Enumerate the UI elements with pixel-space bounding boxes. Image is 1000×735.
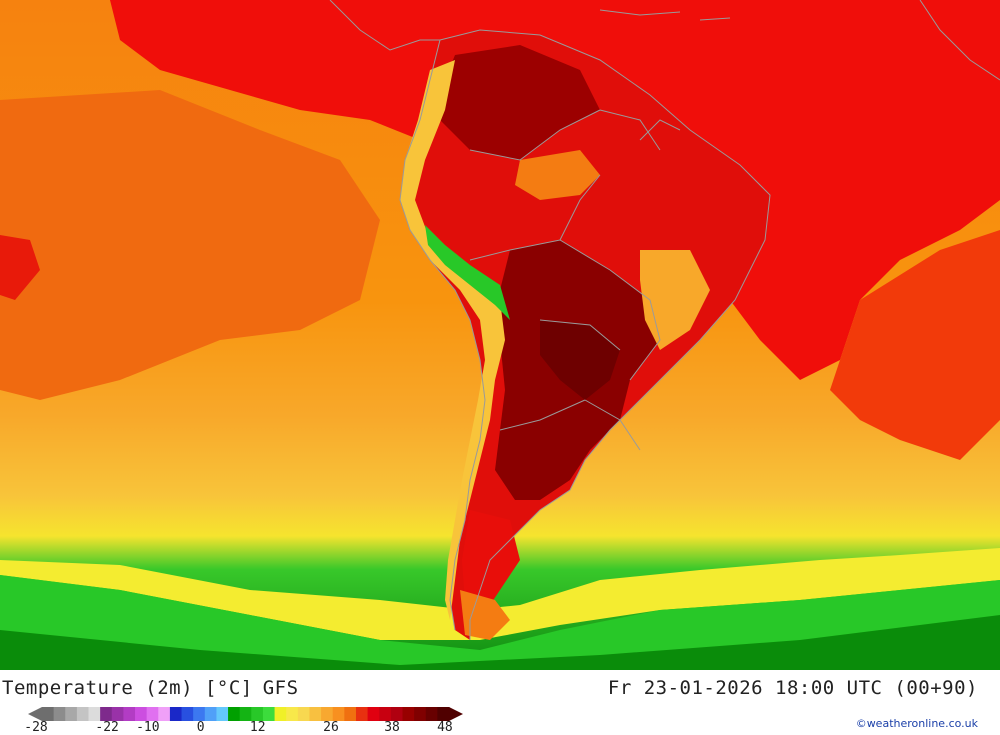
colorbar-swatch	[123, 707, 136, 721]
southern-dark-green	[0, 615, 1000, 670]
colorbar-swatch	[321, 707, 334, 721]
colorbar-swatch	[367, 707, 380, 721]
colorbar-swatch	[53, 707, 66, 721]
colorbar-swatch	[135, 707, 148, 721]
colorbar-swatch	[76, 707, 90, 721]
valid-time: Fr 23-01-2026 18:00 UTC (00+90)	[607, 677, 978, 699]
colorbar-tick-label: 26	[323, 720, 339, 735]
colorbar-swatch	[425, 707, 438, 721]
andes-cool-strip	[400, 60, 505, 620]
pacific-warm-patch	[0, 90, 380, 400]
colorbar-swatch	[193, 707, 206, 721]
colorbar-tick-label: 38	[384, 720, 400, 735]
colorbar-tick-label: 12	[249, 720, 266, 735]
colorbar-tick-label: 48	[437, 720, 453, 735]
colorbar-swatch	[146, 707, 159, 721]
colorbar-tick-label: -10	[136, 720, 160, 735]
atlantic-warm-plume	[830, 230, 1000, 460]
patagonia-orange	[460, 590, 510, 640]
colorbar-legend	[28, 707, 463, 721]
colorbar-swatch	[65, 707, 78, 721]
southern-yellow-band	[0, 548, 1000, 640]
colorbar-tick-label: -28	[24, 720, 48, 735]
colorbar-swatch	[344, 707, 357, 721]
andes-green-strip	[425, 225, 510, 320]
colorbar-swatch	[274, 707, 287, 721]
colorbar-arrow-left	[28, 707, 42, 721]
country-borders	[329, 0, 1000, 640]
colorbar-swatch	[437, 707, 450, 721]
colorbar-swatch	[286, 707, 299, 721]
colorbar-swatch	[88, 707, 101, 721]
colorbar-swatch	[239, 707, 252, 721]
caribbean-islands	[599, 9, 731, 21]
brazil-orange-patch	[640, 250, 710, 350]
colorbar-arrow-right	[449, 707, 463, 721]
map-title: Temperature (2m) [°C] GFS	[2, 677, 309, 699]
core-hot-region	[540, 320, 620, 400]
colorbar-tick-label: -22	[95, 720, 119, 735]
colorbar-swatch	[251, 707, 264, 721]
map-canvas	[0, 0, 1000, 670]
model-label: GFS	[262, 677, 299, 699]
colorbar-swatch	[332, 707, 345, 721]
tropical-warm-band	[110, 0, 1000, 380]
colorbar-swatch	[228, 707, 241, 721]
colorbar-tick-label: 0	[196, 720, 205, 735]
colorbar-swatch	[111, 707, 124, 721]
colorbar-swatch	[309, 707, 322, 721]
colorbar-swatch	[181, 707, 194, 721]
colorbar-swatch	[169, 707, 183, 721]
colorbar-swatch	[379, 707, 392, 721]
amazon-orange-patch	[515, 150, 600, 200]
colorbar-swatch	[402, 707, 415, 721]
colorbar-swatch	[42, 707, 55, 721]
colorbar-swatch	[297, 707, 310, 721]
variable-label: Temperature (2m) [°C]	[2, 677, 253, 699]
colorbar-swatch	[262, 707, 276, 721]
map-footer: Temperature (2m) [°C] GFS Fr 23-01-2026 1…	[0, 670, 1000, 735]
temperature-map	[0, 0, 1000, 670]
colorbar-swatch	[158, 707, 171, 721]
colorbar-swatch	[216, 707, 229, 721]
colorbar-swatch	[100, 707, 113, 721]
colorbar-swatch	[390, 707, 403, 721]
colorbar-swatch	[355, 707, 369, 721]
interior-hot-region	[440, 45, 600, 160]
colorbar-swatch	[414, 707, 427, 721]
colorbar-ticks: -28 -22 -10 0 12 26 38 48	[0, 720, 480, 735]
credit-link[interactable]: ©weatheronline.co.uk	[855, 717, 978, 730]
pacific-red-blob	[0, 235, 40, 300]
colorbar-swatch	[204, 707, 217, 721]
patagonia-red	[462, 510, 520, 620]
